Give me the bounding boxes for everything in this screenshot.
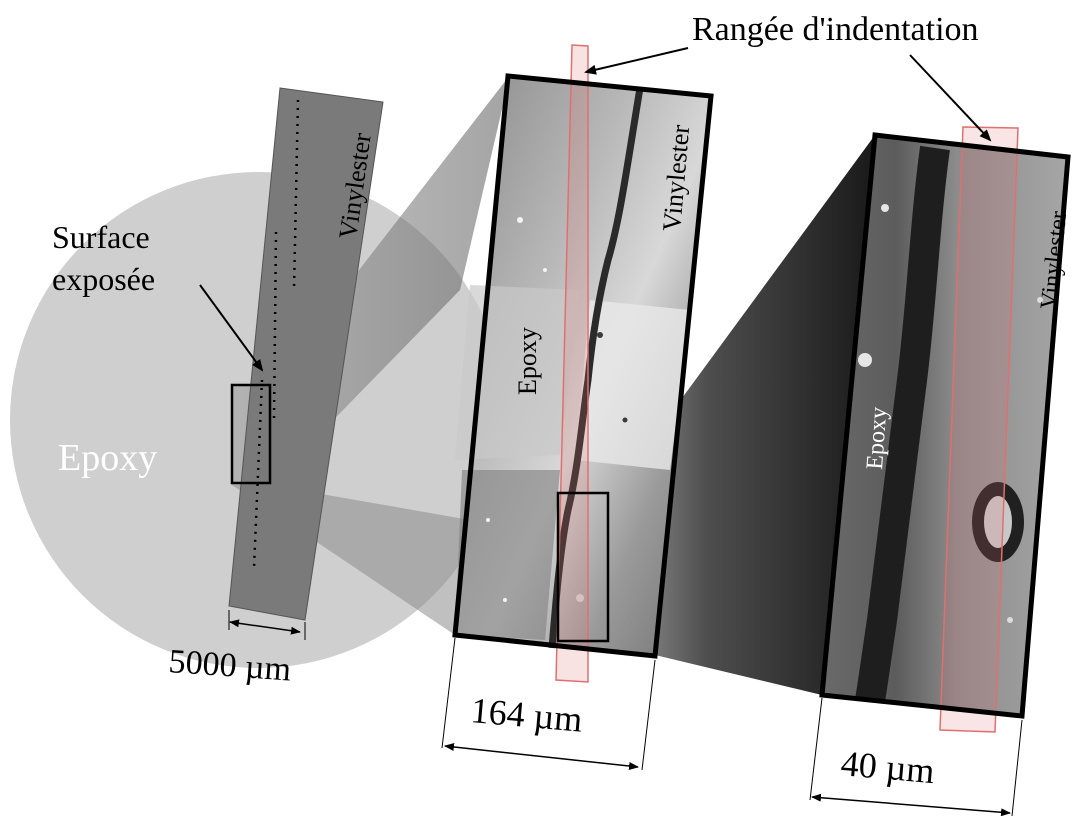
- epoxy-overview-label: Epoxy: [58, 437, 157, 479]
- sample-strip: [228, 87, 384, 621]
- exposed-surface-label-line2: exposée: [52, 261, 155, 297]
- exposed-surface-label-line1: Surface: [52, 219, 150, 255]
- indentation-arrow-middle: [584, 47, 689, 75]
- indentation-arrow-right: [909, 54, 992, 142]
- indentation-row-label: Rangée d'indentation: [692, 11, 979, 48]
- overview-scale-label: 5000 µm: [167, 643, 292, 688]
- middle-micrograph: [452, 44, 714, 683]
- middle-scale-label: 164 µm: [469, 690, 584, 740]
- right-scale-bar: [809, 697, 1023, 816]
- middle-scale-bar: [441, 637, 656, 771]
- right-scale-label: 40 µm: [839, 743, 936, 791]
- exposed-surface-arrow: [199, 284, 264, 372]
- overview-selection-box: [230, 383, 272, 485]
- right-micrograph: [819, 126, 1071, 733]
- middle-selection-box: [556, 491, 610, 643]
- overview-scale-bar: [228, 610, 306, 640]
- epoxy-right-label: Epoxy: [862, 406, 892, 470]
- epoxy-middle-label: Epoxy: [513, 327, 542, 395]
